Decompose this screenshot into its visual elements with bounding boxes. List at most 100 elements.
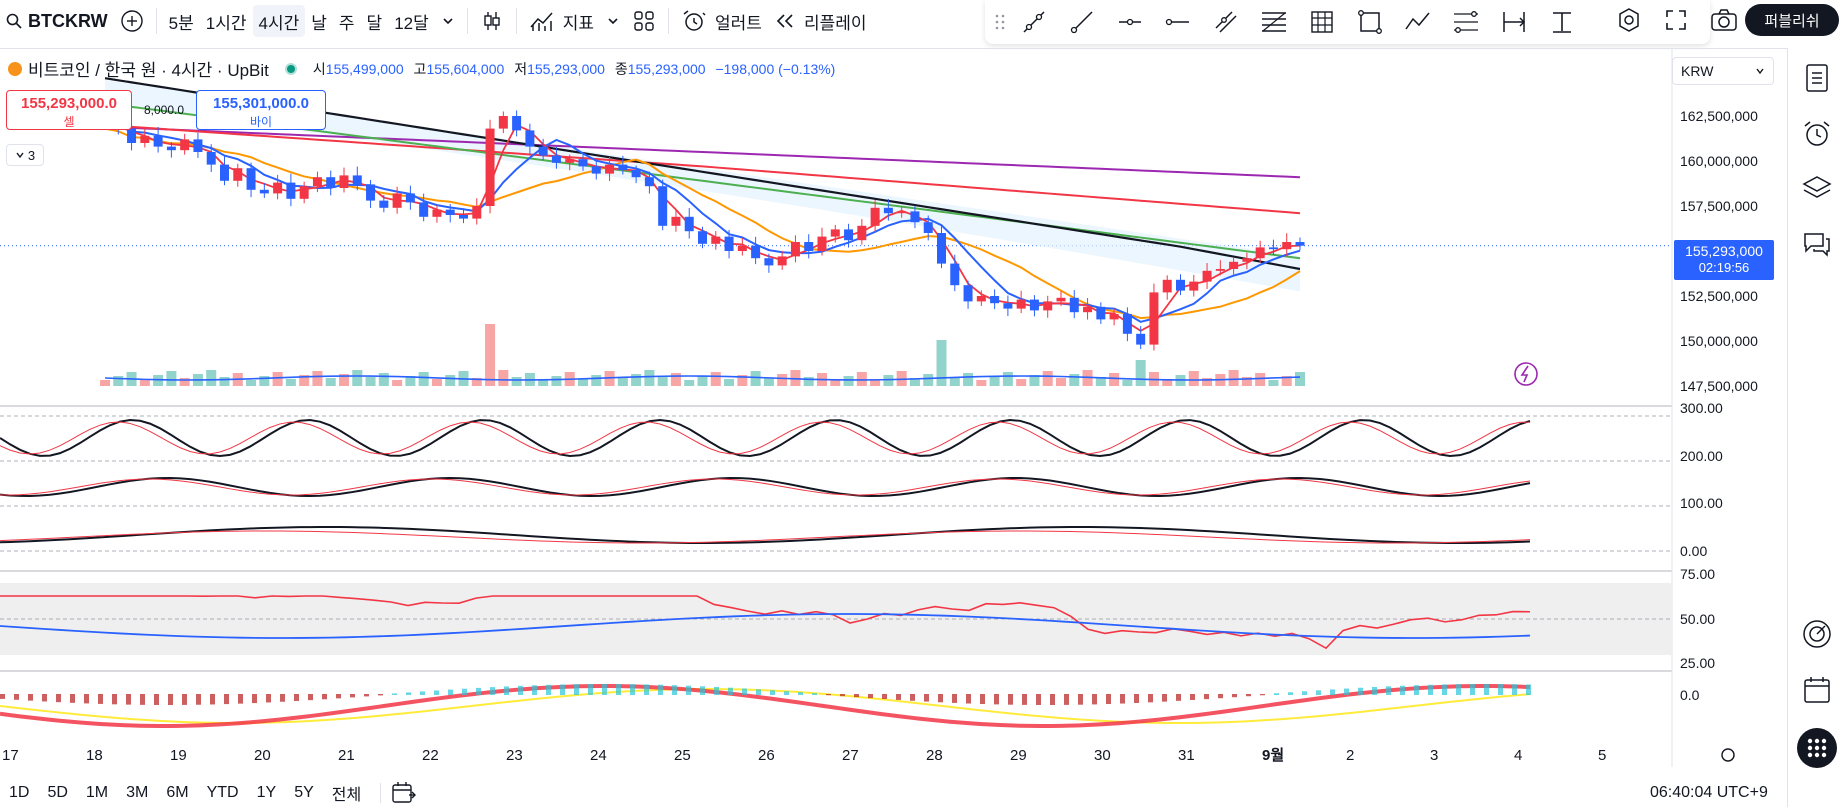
target-icon[interactable]	[1801, 618, 1833, 650]
price-chart[interactable]: 162,500,000 160,000,000 157,500,000 152,500…	[0, 49, 1787, 767]
volume-bar	[405, 376, 416, 386]
indicators-dropdown[interactable]	[600, 5, 626, 37]
trend-histogram-bar	[1386, 686, 1391, 695]
timeframe-dropdown[interactable]	[435, 5, 461, 37]
range-5y[interactable]: 5Y	[294, 783, 314, 801]
volume-bar	[1109, 373, 1120, 386]
symbol-search[interactable]: BTCKRW	[0, 5, 114, 37]
range-1m[interactable]: 1M	[85, 783, 109, 801]
open-label: 시	[312, 60, 326, 77]
layouts-button[interactable]	[626, 5, 662, 37]
volume-bar	[657, 377, 668, 386]
timeframe-12m[interactable]: 12달	[394, 13, 429, 33]
apps-grid-icon[interactable]	[1797, 728, 1837, 768]
compare-button[interactable]	[114, 5, 150, 37]
utc-clock[interactable]: 06:40:04 UTC+9	[1650, 784, 1768, 801]
timeframe-1h[interactable]: 1시간	[205, 13, 247, 33]
chart-legend: 비트코인 / 한국 원 · 4시간 · UpBit 시155,499,000 고…	[8, 56, 835, 81]
indicator-collapse-button[interactable]: 3	[6, 144, 44, 166]
parallel-channel-icon[interactable]	[1203, 4, 1249, 40]
trend-histogram-bar	[1162, 694, 1167, 702]
timeframe-week[interactable]: 주	[338, 13, 355, 33]
chart-type-button[interactable]	[474, 5, 510, 37]
range-ytd[interactable]: YTD	[206, 783, 239, 801]
replay-button[interactable]: 리플레이	[768, 5, 873, 37]
range-1y[interactable]: 1Y	[256, 783, 277, 801]
timeframe-day[interactable]: 날	[311, 13, 327, 33]
volume-bar	[551, 376, 562, 386]
timeframe-5m[interactable]: 5분	[168, 13, 194, 33]
candle-body	[764, 258, 774, 266]
trend-histogram-bar	[1050, 694, 1055, 705]
layers-icon[interactable]	[1801, 172, 1833, 204]
volume-bar	[166, 371, 177, 386]
publish-button[interactable]: 퍼블리쉬	[1745, 4, 1839, 36]
trend-histogram-bar	[1036, 694, 1041, 705]
gann-box-icon[interactable]	[1299, 4, 1345, 40]
horizontal-ray-icon[interactable]	[1107, 4, 1153, 40]
range-1d[interactable]: 1D	[9, 783, 30, 801]
trend-histogram-bar	[0, 694, 5, 699]
range-3m[interactable]: 3M	[126, 783, 149, 801]
trend-histogram-bar	[658, 684, 663, 695]
time-axis-label: 27	[842, 747, 859, 764]
candle-body	[631, 170, 641, 178]
chat-icon[interactable]	[1801, 228, 1833, 260]
candle-body	[193, 139, 203, 152]
trend-histogram-bar	[1484, 684, 1489, 695]
watchlist-icon[interactable]	[1801, 62, 1833, 94]
timeframe-month[interactable]: 달	[366, 13, 383, 33]
settings-icon[interactable]	[1610, 4, 1648, 36]
range-5d[interactable]: 5D	[47, 783, 68, 801]
rectangle-icon[interactable]	[1347, 4, 1393, 40]
trend-histogram-bar	[14, 694, 19, 700]
market-status-icon[interactable]	[284, 62, 297, 75]
fullscreen-icon[interactable]	[1658, 4, 1694, 36]
volume-bar	[285, 379, 296, 386]
chart-title[interactable]: 비트코인 / 한국 원 · 4시간 · UpBit	[28, 61, 269, 80]
chart-area[interactable]: 162,500,000 160,000,000 157,500,000 152,500…	[0, 48, 1787, 767]
trend-histogram-bar	[70, 694, 75, 703]
time-axis-label: 22	[422, 747, 439, 764]
range-6m[interactable]: 6M	[166, 783, 189, 801]
trend-histogram-bar	[588, 684, 593, 695]
trend-histogram-bar	[742, 688, 747, 695]
volume-bar	[923, 374, 934, 386]
buy-button[interactable]: 155,301,000.0 바이	[196, 90, 326, 130]
plus-circle-icon	[120, 10, 143, 32]
calendar-icon[interactable]	[1801, 674, 1833, 706]
ray-line-icon[interactable]	[1059, 4, 1105, 40]
candle-body	[1016, 299, 1026, 309]
drag-handle-icon[interactable]	[995, 12, 1009, 32]
horizontal-line-icon[interactable]	[1155, 4, 1201, 40]
fib-retracement-icon[interactable]	[1251, 4, 1297, 40]
sell-button[interactable]: 155,293,000.0 셀	[6, 90, 132, 130]
trend-line-icon[interactable]	[1011, 4, 1057, 40]
text-tool-icon[interactable]	[1539, 4, 1585, 40]
volume-bar	[949, 377, 960, 386]
indicator-chart-icon	[530, 12, 553, 31]
trend-histogram-bar	[938, 694, 943, 703]
path-icon[interactable]	[1395, 4, 1441, 40]
toolbar-right	[1600, 0, 1744, 40]
indicators-button[interactable]: 지표	[523, 5, 600, 37]
trend-axis-label: 0.0	[1680, 687, 1700, 703]
date-range-icon[interactable]	[1491, 4, 1537, 40]
trend-histogram-bar	[140, 694, 145, 705]
volume-bar	[1042, 371, 1053, 386]
alerts-button[interactable]: 얼러트	[675, 5, 768, 37]
calendar-goto-icon[interactable]	[391, 781, 417, 805]
elliott-wave-icon[interactable]	[1443, 4, 1489, 40]
trend-histogram-bar	[1428, 684, 1433, 695]
volume-bar	[591, 375, 602, 386]
alarm-clock-icon[interactable]	[1801, 118, 1833, 150]
currency-select[interactable]: KRW	[1672, 57, 1774, 85]
timeframe-4h[interactable]: 4시간	[252, 5, 306, 37]
trend-histogram-bar	[1330, 689, 1335, 695]
range-all[interactable]: 전체	[331, 786, 362, 804]
camera-icon[interactable]	[1704, 4, 1744, 36]
current-price: 155,293,000	[1685, 243, 1763, 259]
volume-bar	[1268, 380, 1279, 386]
trend-histogram-bar	[518, 685, 523, 695]
lightning-icon[interactable]	[1513, 361, 1539, 387]
